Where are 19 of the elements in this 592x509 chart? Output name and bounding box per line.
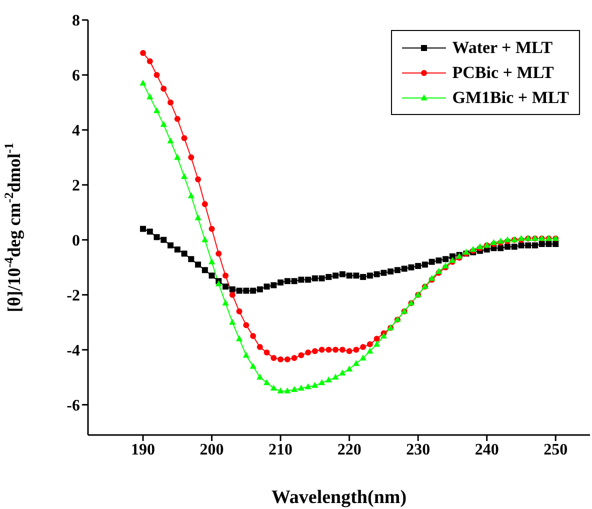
y-tick-label: -4 [66, 342, 80, 360]
x-tick-label: 250 [544, 441, 568, 458]
x-tick-label: 240 [474, 441, 499, 458]
y-tick-label: -2 [66, 288, 80, 305]
legend-label: PCBic + MLT [452, 62, 554, 84]
x-tick-label: 190 [131, 441, 156, 458]
legend-label: GM1Bic + MLT [452, 87, 569, 109]
y-tick-label: 4 [72, 122, 80, 140]
x-tick-label: 230 [406, 441, 430, 458]
y-tick-label: 6 [72, 68, 80, 85]
legend-label: Water + MLT [452, 37, 553, 59]
x-axis-title: Wavelength(nm) [271, 487, 407, 508]
y-tick-label: 0 [72, 232, 80, 250]
x-tick-label: 220 [337, 441, 362, 458]
y-tick-label: 8 [72, 12, 80, 30]
x-tick-label: 210 [268, 441, 293, 458]
y-tick-label: -6 [66, 397, 80, 414]
x-tick-label: 200 [200, 441, 224, 458]
y-tick-label: 2 [72, 178, 80, 195]
